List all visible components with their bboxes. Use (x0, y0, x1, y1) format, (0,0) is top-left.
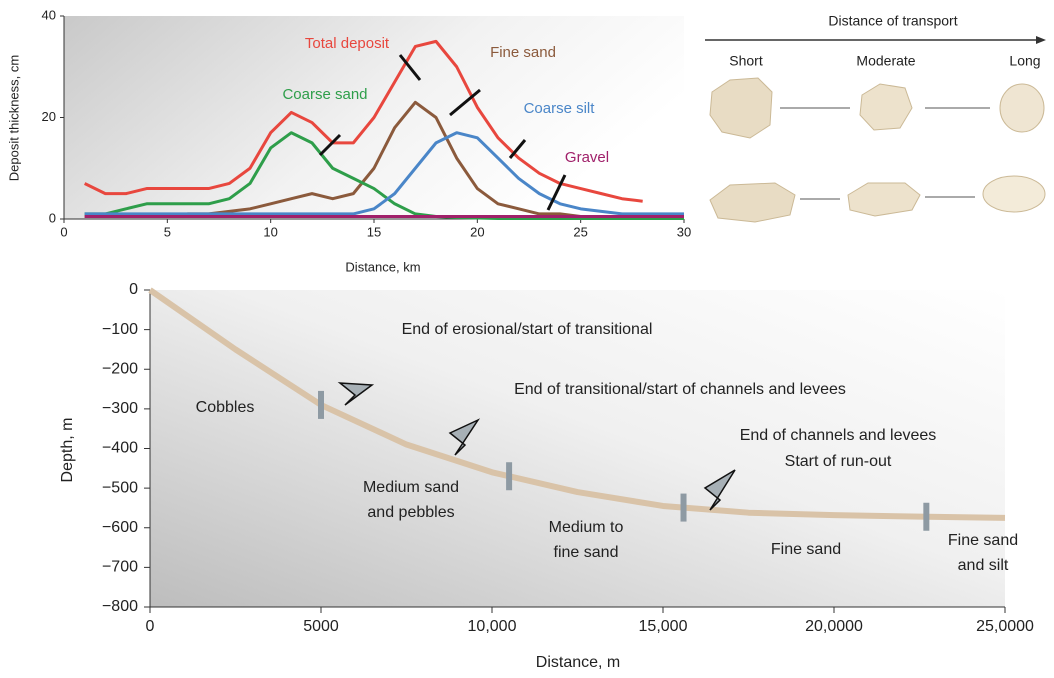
diagram-title: Distance of transport (828, 13, 957, 29)
column-label: Moderate (856, 53, 915, 69)
x-tick-label: 10,000 (468, 618, 517, 635)
grain (1000, 84, 1044, 132)
boundary-marker (506, 462, 512, 490)
x-tick-label: 25 (573, 224, 587, 239)
x-tick-label: 0 (60, 224, 67, 239)
x-tick-label: 5 (164, 224, 171, 239)
zone-label: Fine sand (948, 532, 1018, 549)
transport-diagram: Distance of transport Short Moderate Lon… (705, 13, 1046, 222)
zone-label: Cobbles (196, 399, 255, 416)
y-tick-label: −600 (102, 519, 138, 536)
annotation: End of channels and levees (740, 427, 937, 444)
x-tick-label: 15 (367, 224, 381, 239)
grain (848, 183, 920, 216)
x-tick-label: 20,0000 (805, 618, 863, 635)
series-label: Total deposit (305, 35, 390, 52)
grain (710, 183, 795, 222)
y-tick-label: 20 (42, 109, 56, 124)
grain (860, 84, 912, 130)
annotation: End of erosional/start of transitional (402, 321, 653, 338)
x-tick-label: 20 (470, 224, 484, 239)
zone-label: Medium to (549, 519, 624, 536)
x-axis-label: Distance, km (345, 259, 420, 274)
series-label: Coarse sand (282, 86, 367, 103)
series-label: Fine sand (490, 44, 556, 61)
y-axis-label: Deposit thickness, cm (6, 55, 21, 181)
x-axis-label: Distance, m (536, 654, 620, 671)
y-axis-label: Depth, m (59, 418, 76, 483)
column-label: Long (1009, 53, 1040, 69)
y-tick-label: 0 (49, 210, 56, 225)
zone-label: fine sand (554, 544, 619, 561)
grain (983, 176, 1045, 212)
zone-label: Fine sand (771, 541, 841, 558)
x-tick-label: 30 (677, 224, 691, 239)
zone-label: Medium sand (363, 479, 459, 496)
arrow-head (1036, 36, 1046, 44)
x-tick-label: 25,0000 (976, 618, 1034, 635)
boundary-marker (681, 494, 687, 522)
y-tick-label: −500 (102, 479, 138, 496)
y-tick-label: 0 (129, 281, 138, 298)
zone-label: and pebbles (367, 504, 454, 521)
y-tick-label: −300 (102, 400, 138, 417)
y-tick-label: −100 (102, 321, 138, 338)
boundary-marker (923, 503, 929, 531)
y-tick-label: −400 (102, 440, 138, 457)
series-label: Coarse silt (524, 100, 596, 117)
grain (710, 78, 772, 138)
x-tick-label: 10 (263, 224, 277, 239)
x-tick-label: 0 (146, 618, 155, 635)
y-tick-label: −700 (102, 559, 138, 576)
x-tick-label: 15,000 (639, 618, 688, 635)
series-label: Gravel (565, 149, 609, 166)
column-label: Short (729, 53, 763, 69)
x-tick-label: 5000 (303, 618, 339, 635)
y-tick-label: −200 (102, 360, 138, 377)
page: {"chart_data": [ {"type": "line", "y_lab… (0, 0, 1054, 678)
annotation: Start of run-out (785, 453, 892, 470)
annotation: End of transitional/start of channels an… (514, 381, 846, 398)
y-tick-label: −800 (102, 598, 138, 615)
zone-label: and silt (958, 557, 1009, 574)
y-tick-label: 40 (42, 7, 56, 22)
boundary-marker (318, 391, 324, 419)
figure: Distance of transport Short Moderate Lon… (0, 0, 1054, 678)
